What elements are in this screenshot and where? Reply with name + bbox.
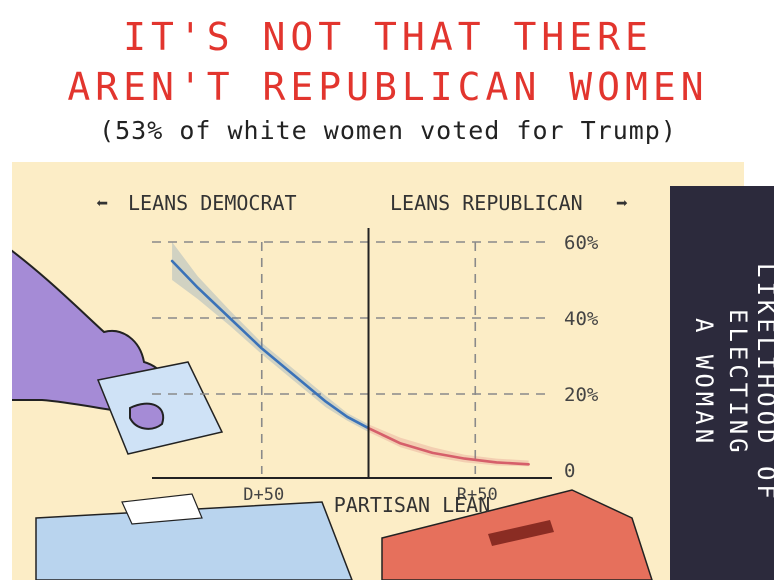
right-annotation: LEANS REPUBLICAN bbox=[390, 191, 583, 215]
tick-labels: 0 20% 40% 60% D+50 R+50 bbox=[243, 232, 599, 505]
y-tick-label-60: 60% bbox=[564, 232, 599, 254]
side-label-line1: LIKELIHOOD OF ELECTING bbox=[724, 263, 776, 503]
chart: 0 20% 40% 60% D+50 R+50 LEANS DEMOCRAT ⬅ LEAN… bbox=[12, 191, 653, 580]
x-axis-label: PARTISAN LEAN bbox=[334, 493, 491, 517]
title-line2: AREN'T REPUBLICAN WOMEN bbox=[67, 65, 709, 109]
left-arrow-icon: ⬅ bbox=[96, 191, 108, 215]
y-tick-label-40: 40% bbox=[564, 308, 599, 330]
side-label-line2: A WOMAN bbox=[690, 318, 718, 448]
x-tick-label-R+50: R+50 bbox=[457, 485, 498, 505]
line-series-1 bbox=[367, 426, 530, 466]
right-arrow-icon: ➡ bbox=[616, 191, 628, 215]
ballot-box-red bbox=[381, 489, 653, 580]
hand-illustration bbox=[12, 249, 224, 455]
confidence-bands bbox=[172, 242, 529, 467]
y-tick-label-0: 0 bbox=[564, 460, 575, 482]
y-axis-label: LIKELIHOOD OF ELECTING A WOMAN bbox=[670, 186, 776, 580]
ballot-box-blue bbox=[35, 493, 353, 580]
left-annotation: LEANS DEMOCRAT bbox=[128, 191, 297, 215]
title-line1: IT'S NOT THAT THERE bbox=[123, 15, 653, 59]
axes bbox=[152, 228, 552, 479]
chart-panel: 0 20% 40% 60% D+50 R+50 LEANS DEMOCRAT ⬅ LEAN… bbox=[12, 162, 744, 580]
band-series-1 bbox=[368, 424, 529, 467]
grid bbox=[152, 241, 552, 474]
line-series-0 bbox=[170, 259, 370, 430]
series-lines bbox=[170, 259, 530, 466]
subtitle: (53% of white women voted for Trump) bbox=[99, 116, 677, 145]
x-tick-label-D+50: D+50 bbox=[243, 485, 284, 505]
y-tick-label-20: 20% bbox=[564, 384, 599, 406]
